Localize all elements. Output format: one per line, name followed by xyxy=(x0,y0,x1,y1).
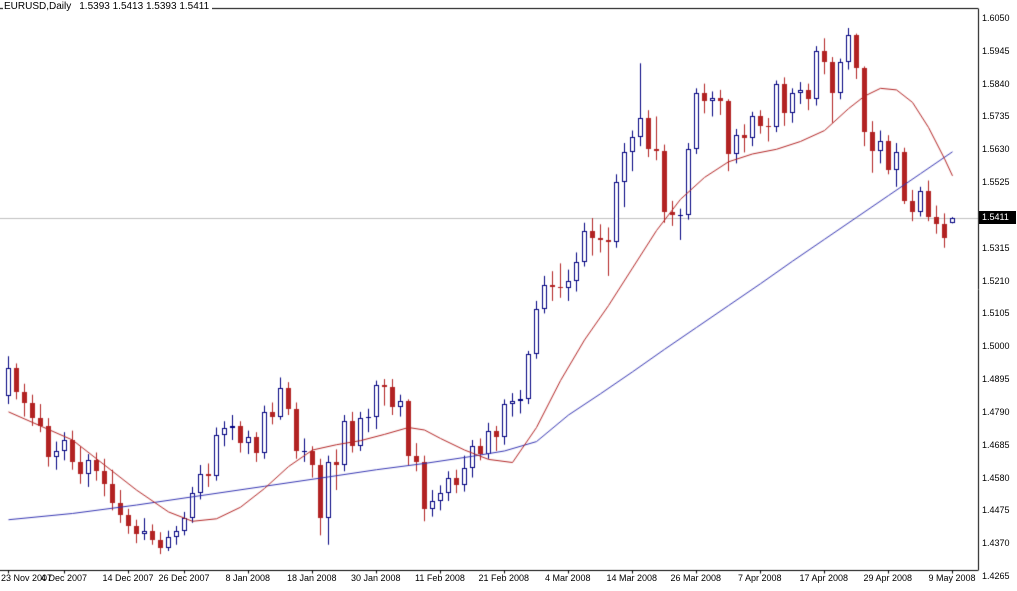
price-axis-label: 1.5525 xyxy=(982,177,1010,188)
price-axis-label: 1.4790 xyxy=(982,406,1010,417)
date-axis-label: 7 Apr 2008 xyxy=(738,573,782,583)
price-axis-label: 1.5000 xyxy=(982,341,1010,352)
symbol-period-label: EURUSD,Daily xyxy=(4,1,72,12)
price-axis-label: 1.4685 xyxy=(982,439,1010,450)
ohlc-quote-label: 1.5393 1.5413 1.5393 1.5411 xyxy=(79,1,210,12)
date-axis-label: 8 Jan 2008 xyxy=(225,573,271,583)
price-axis-label: 1.6050 xyxy=(982,13,1010,23)
date-axis-label: 14 Dec 2007 xyxy=(102,573,154,583)
date-axis-label: 4 Mar 2008 xyxy=(545,573,591,583)
date-axis-label: 9 May 2008 xyxy=(928,573,976,583)
date-axis-label: 30 Jan 2008 xyxy=(351,573,401,583)
date-axis-label: 4 Dec 2007 xyxy=(41,573,88,583)
date-axis-label: 18 Jan 2008 xyxy=(287,573,337,583)
date-axis-label: 21 Feb 2008 xyxy=(478,573,530,583)
price-axis-label: 1.5315 xyxy=(982,242,1010,253)
price-axis-label: 1.4370 xyxy=(982,538,1010,549)
date-axis-label: 29 Apr 2008 xyxy=(863,573,913,583)
price-axis-label: 1.5945 xyxy=(982,45,1010,56)
price-axis-label: 1.4475 xyxy=(982,505,1010,516)
price-axis-label: 1.5735 xyxy=(982,111,1010,122)
date-axis-label: 26 Mar 2008 xyxy=(670,573,722,583)
current-price-tag: 1.5411 xyxy=(979,210,1016,224)
chart-title: EURUSD,Daily 1.5393 1.5413 1.5393 1.5411 xyxy=(3,1,213,12)
price-axis-label: 1.5105 xyxy=(982,308,1010,319)
price-axis-label: 1.5840 xyxy=(982,78,1010,89)
date-axis-label: 14 Mar 2008 xyxy=(606,573,658,583)
date-axis-label: 23 Nov 2007 xyxy=(1,573,53,583)
date-axis-label: 26 Dec 2007 xyxy=(158,573,210,583)
price-axis-label: 1.5210 xyxy=(982,275,1010,286)
date-axis-label: 11 Feb 2008 xyxy=(415,573,465,583)
price-axis-label: 1.5630 xyxy=(982,144,1010,155)
price-axis-label: 1.4265 xyxy=(982,571,1010,581)
date-axis-label: 17 Apr 2008 xyxy=(799,573,849,583)
price-axis-label: 1.4580 xyxy=(982,472,1010,483)
price-axis-label: 1.4895 xyxy=(982,374,1010,385)
